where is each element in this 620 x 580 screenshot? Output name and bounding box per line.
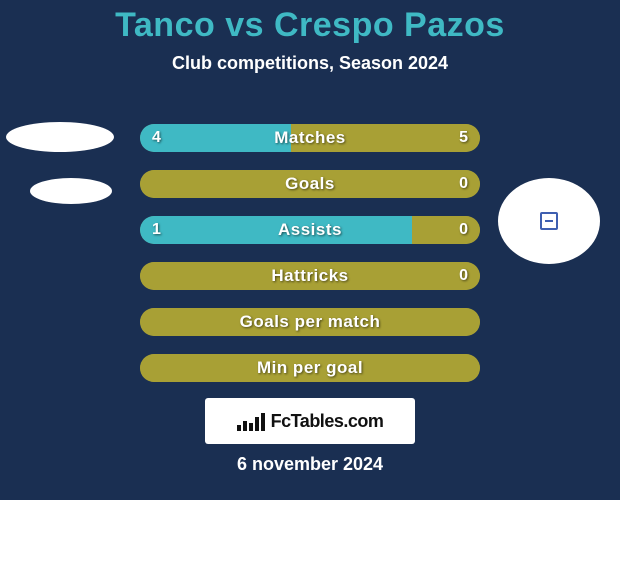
stat-label: Hattricks [140, 262, 480, 290]
stat-value-right: 0 [447, 216, 480, 244]
stat-label: Assists [140, 216, 480, 244]
comparison-card: Tanco vs Crespo Pazos Club competitions,… [0, 0, 620, 500]
stat-row-assists: Assists1 0 [140, 216, 480, 244]
stat-bars: Matches45Goals0Assists10Hattricks0Goals … [140, 124, 480, 400]
brand-logo-icon [237, 411, 265, 431]
page-title: Tanco vs Crespo Pazos [0, 0, 620, 45]
stat-label: Goals [140, 170, 480, 198]
stat-row-matches: Matches4 5 [140, 124, 480, 152]
stat-value-left: 1 [140, 216, 173, 244]
stat-row-goals-per-match: Goals per match [140, 308, 480, 336]
decor-ellipse-left-1 [6, 122, 114, 152]
stat-label: Goals per match [140, 308, 480, 336]
stat-row-hattricks: Hattricks0 [140, 262, 480, 290]
decor-ellipse-left-2 [30, 178, 112, 204]
brand-logo-text: FcTables.com [271, 411, 384, 432]
date-label: 6 november 2024 [0, 454, 620, 475]
brand-logo: FcTables.com [205, 398, 415, 444]
stat-value-right: 0 [447, 170, 480, 198]
stat-row-min-per-goal: Min per goal [140, 354, 480, 382]
stat-value-left: 4 [140, 124, 173, 152]
stat-label: Matches [140, 124, 480, 152]
team-badge-right [498, 178, 600, 264]
badge-icon [540, 212, 558, 230]
subtitle: Club competitions, Season 2024 [0, 53, 620, 74]
stat-value-right: 5 [447, 124, 480, 152]
stat-label: Min per goal [140, 354, 480, 382]
stat-value-right: 0 [447, 262, 480, 290]
stat-row-goals: Goals0 [140, 170, 480, 198]
